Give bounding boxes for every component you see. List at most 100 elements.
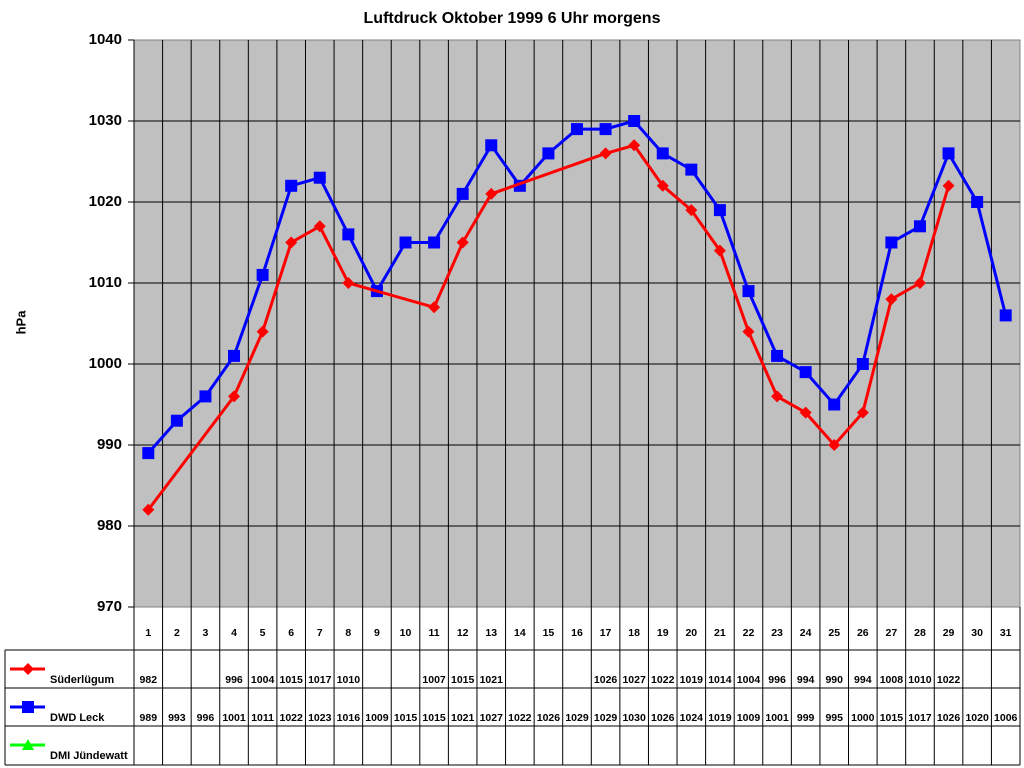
x-category-label: 14 xyxy=(513,627,526,639)
diamond-marker-icon xyxy=(656,179,669,192)
diamond-marker-icon xyxy=(942,179,955,192)
table-cell: 1011 xyxy=(251,712,274,724)
table-cell: 1019 xyxy=(708,712,732,724)
square-marker-icon xyxy=(571,123,583,136)
x-category-label: 2 xyxy=(173,627,180,639)
table-cell: 989 xyxy=(139,712,158,724)
x-category-label: 8 xyxy=(345,627,352,639)
table-cell: 1021 xyxy=(479,674,503,686)
table-cell: 1006 xyxy=(994,712,1018,724)
table-cell: 1021 xyxy=(450,712,475,724)
square-marker-icon xyxy=(628,115,641,127)
table-cell: 1027 xyxy=(622,674,646,686)
diamond-marker-icon xyxy=(913,277,926,289)
x-category-label: 28 xyxy=(914,627,926,639)
x-category-label: 5 xyxy=(259,627,266,639)
x-category-label: 6 xyxy=(288,627,295,639)
square-marker-icon xyxy=(199,390,212,403)
x-category-label: 25 xyxy=(828,627,841,639)
square-marker-icon xyxy=(142,447,155,460)
square-marker-icon xyxy=(771,349,784,362)
square-marker-icon xyxy=(342,228,355,241)
diamond-marker-icon xyxy=(456,236,469,249)
table-cell: 996 xyxy=(225,674,243,686)
x-category-label: 30 xyxy=(971,627,983,639)
table-cell: 995 xyxy=(825,712,843,724)
table-cell: 1016 xyxy=(336,712,361,724)
table-cell: 1026 xyxy=(593,674,618,686)
square-marker-icon xyxy=(285,179,298,192)
table-cell: 1014 xyxy=(708,674,732,686)
x-category-label: 31 xyxy=(999,627,1012,639)
legend-label: Süderlügum xyxy=(50,674,115,686)
x-category-label: 29 xyxy=(942,627,955,639)
y-tick-label: 1040 xyxy=(88,31,122,48)
table-cell: 990 xyxy=(825,674,843,686)
diamond-marker-icon xyxy=(742,325,755,338)
x-category-label: 10 xyxy=(399,627,412,639)
table-cell: 1026 xyxy=(651,712,675,724)
table-cell: 1004 xyxy=(250,674,275,686)
table-cell: 1001 xyxy=(222,712,246,724)
square-marker-icon xyxy=(256,268,269,281)
diamond-marker-icon xyxy=(22,663,34,675)
x-category-label: 26 xyxy=(856,627,869,639)
y-tick-label: 980 xyxy=(96,517,122,534)
diamond-marker-icon xyxy=(856,406,869,419)
diamond-marker-icon xyxy=(685,204,698,217)
table-cell: 1027 xyxy=(479,712,503,724)
diamond-marker-icon xyxy=(628,139,641,152)
chart-title: Luftdruck Oktober 1999 6 Uhr morgens xyxy=(363,10,661,27)
diamond-marker-icon xyxy=(142,503,155,516)
diamond-marker-icon xyxy=(228,390,241,403)
table-cell: 1023 xyxy=(308,712,332,724)
square-marker-icon xyxy=(656,147,669,160)
table-cell: 1026 xyxy=(536,712,561,724)
square-marker-icon xyxy=(828,398,841,411)
x-category-label: 23 xyxy=(771,627,783,639)
x-category-label: 24 xyxy=(799,627,812,639)
table-cell: 996 xyxy=(196,712,215,724)
x-category-label: 27 xyxy=(885,627,898,639)
y-tick-label: 1010 xyxy=(88,274,122,291)
square-marker-icon xyxy=(971,196,984,208)
table-cell: 996 xyxy=(768,674,786,686)
table-cell: 1019 xyxy=(679,674,703,686)
square-marker-icon xyxy=(713,204,726,217)
x-category-label: 12 xyxy=(456,627,469,639)
x-category-label: 19 xyxy=(656,627,669,639)
triangle-marker-icon xyxy=(22,739,34,750)
table-cell: 1022 xyxy=(279,712,303,724)
diamond-marker-icon xyxy=(799,406,812,419)
x-category-label: 16 xyxy=(571,627,583,639)
y-tick-label: 970 xyxy=(96,598,122,615)
table-cell: 982 xyxy=(139,674,158,686)
x-category-label: 7 xyxy=(316,627,323,639)
diamond-marker-icon xyxy=(771,390,784,403)
table-cell: 1001 xyxy=(765,712,789,724)
table-cell: 1008 xyxy=(879,674,904,686)
x-category-label: 15 xyxy=(542,627,555,639)
table-cell: 1015 xyxy=(279,674,303,686)
table-cell: 1026 xyxy=(936,712,961,724)
table-cell: 1015 xyxy=(879,712,904,724)
table-cell: 1030 xyxy=(622,712,646,724)
x-category-label: 1 xyxy=(145,627,152,639)
x-category-label: 4 xyxy=(231,627,237,639)
square-marker-icon xyxy=(942,147,955,160)
square-marker-icon xyxy=(313,171,326,184)
x-category-label: 22 xyxy=(742,627,755,639)
table-cell: 1015 xyxy=(422,712,446,724)
table-cell: 1024 xyxy=(679,712,703,724)
legend-label: DMI Jündewatt xyxy=(50,750,128,762)
table-cell: 1009 xyxy=(365,712,389,724)
table-cell: 1004 xyxy=(736,674,761,686)
x-category-label: 13 xyxy=(485,627,498,639)
diamond-marker-icon xyxy=(713,244,726,257)
table-cell: 1029 xyxy=(593,712,618,724)
square-marker-icon xyxy=(485,139,498,152)
x-category-label: 11 xyxy=(428,627,440,639)
square-marker-icon xyxy=(456,187,469,200)
table-cell: 999 xyxy=(796,712,815,724)
